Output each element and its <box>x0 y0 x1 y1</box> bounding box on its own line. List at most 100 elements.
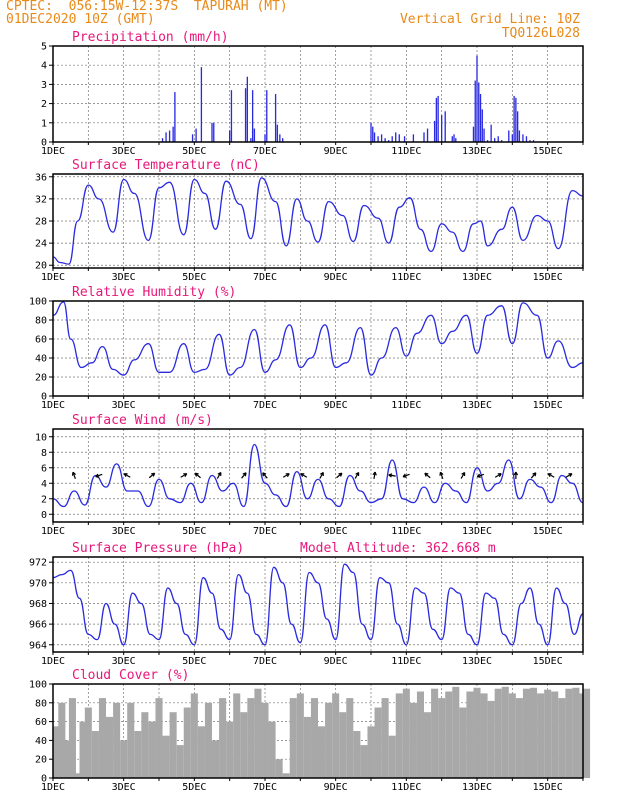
cloud-bar <box>58 702 66 778</box>
humidity-series-line <box>52 301 584 376</box>
wind-arrow <box>300 473 308 478</box>
cloud-bar <box>296 693 304 778</box>
wind-arrow <box>241 472 247 479</box>
wind-arrow <box>460 471 466 479</box>
cloud-bar <box>353 731 361 778</box>
temperature-ytick-label: 20 <box>35 261 47 272</box>
pressure-panel: Surface Pressure (hPa) Model Altitude: 36… <box>29 541 584 667</box>
pressure-subtitle: Model Altitude: 362.668 m <box>300 541 496 556</box>
precipitation-ytick-label: 2 <box>41 99 47 110</box>
cloud-bar <box>261 702 269 778</box>
wind-arrow <box>439 471 444 479</box>
cloud-bar <box>339 712 347 778</box>
precipitation-xtick-label: 11DEC <box>391 146 421 157</box>
precip-bar <box>370 122 372 142</box>
cloud-bar <box>544 689 552 778</box>
wind-arrow <box>282 473 290 478</box>
cloud-bar <box>254 688 262 778</box>
wind-arrow <box>388 473 396 478</box>
humidity-ytick-label: 60 <box>35 335 47 346</box>
cloud-cover-ytick-label: 20 <box>35 755 47 766</box>
pressure-xtick-label: 15DEC <box>533 656 563 667</box>
precip-bar <box>264 134 266 142</box>
wind-ytick-label: 10 <box>35 432 47 443</box>
precip-bar <box>172 126 174 142</box>
cloud-bar <box>409 702 417 778</box>
precip-bar <box>515 97 517 142</box>
precipitation-xtick-label: 7DEC <box>253 146 277 157</box>
precipitation-xtick-label: 9DEC <box>324 146 348 157</box>
cloud-bar <box>459 707 467 778</box>
cloud-bar <box>388 735 396 778</box>
humidity-xtick-label: 7DEC <box>253 400 277 411</box>
precip-bar <box>372 126 374 142</box>
cloud-cover-xtick-label: 13DEC <box>462 782 492 793</box>
wind-arrow <box>494 473 502 478</box>
humidity-xtick-label: 3DEC <box>112 400 136 411</box>
precipitation-ytick-label: 0 <box>41 138 47 149</box>
precip-bar <box>518 130 521 142</box>
wind-arrow <box>354 471 360 479</box>
humidity-xtick-label: 11DEC <box>391 400 421 411</box>
precip-bar <box>476 55 478 142</box>
humidity-ytick-label: 20 <box>35 373 47 384</box>
precip-bar <box>490 124 492 142</box>
wind-arrow <box>530 472 537 479</box>
pressure-xtick-label: 5DEC <box>182 656 206 667</box>
cloud-bar <box>141 712 149 778</box>
cloud-bar <box>537 693 545 778</box>
cloud-bar <box>79 721 87 778</box>
wind-arrow <box>95 473 103 478</box>
humidity-ytick-label: 100 <box>29 297 47 308</box>
wind-xtick-label: 13DEC <box>462 526 492 537</box>
pressure-xtick-label: 7DEC <box>253 656 277 667</box>
cloud-bar <box>310 698 318 778</box>
precipitation-ytick-label: 1 <box>41 118 47 129</box>
cloud-bar <box>487 700 495 778</box>
precip-bar <box>486 140 489 142</box>
precip-bar <box>230 90 233 142</box>
cloud-bar <box>268 721 276 778</box>
wind-arrow <box>424 472 431 479</box>
precip-bar <box>441 115 443 142</box>
precip-bar <box>455 138 457 142</box>
cloud-bar <box>226 721 234 778</box>
precip-bar <box>266 90 268 142</box>
wind-arrow <box>402 473 410 478</box>
precip-bar <box>474 80 476 142</box>
wind-xtick-label: 9DEC <box>324 526 348 537</box>
temperature-xtick-label: 5DEC <box>182 272 206 283</box>
cloud-cover-xtick-label: 15DEC <box>533 782 563 793</box>
precip-bar <box>391 136 393 142</box>
cloud-cover-xtick-label: 1DEC <box>41 782 65 793</box>
cloud-bar <box>134 731 142 778</box>
precip-bar <box>213 122 215 142</box>
precip-bar <box>380 134 383 142</box>
cloud-bar <box>508 693 516 778</box>
pressure-ytick-label: 964 <box>29 640 47 651</box>
precip-bar <box>251 90 254 142</box>
cloud-bar <box>212 740 220 778</box>
cloud-bar <box>282 773 290 778</box>
precip-bar <box>423 132 425 142</box>
precip-bar <box>200 67 203 142</box>
precipitation-xtick-label: 1DEC <box>41 146 65 157</box>
precip-bar <box>508 130 510 142</box>
pressure-xtick-label: 11DEC <box>391 656 421 667</box>
precip-bar <box>472 126 475 142</box>
cloud-bar <box>438 698 446 778</box>
cloud-cover-xtick-label: 9DEC <box>324 782 348 793</box>
cloud-bar <box>558 698 566 778</box>
cloud-bar <box>395 693 403 778</box>
precip-bar <box>282 138 284 142</box>
cloud-bar <box>247 698 255 778</box>
humidity-xtick-label: 15DEC <box>533 400 563 411</box>
cloud-cover-xtick-label: 3DEC <box>112 782 136 793</box>
precip-bar <box>433 120 436 142</box>
wind-arrow <box>262 472 268 479</box>
precip-bar <box>377 136 379 142</box>
precip-bar <box>165 132 167 142</box>
precip-bar <box>168 130 171 142</box>
precipitation-panel: Precipitation (mm/h) 0 1 2 3 4 5 1DEC 3DEC 5DEC 7D… <box>41 30 584 157</box>
cloud-bar <box>68 698 76 778</box>
